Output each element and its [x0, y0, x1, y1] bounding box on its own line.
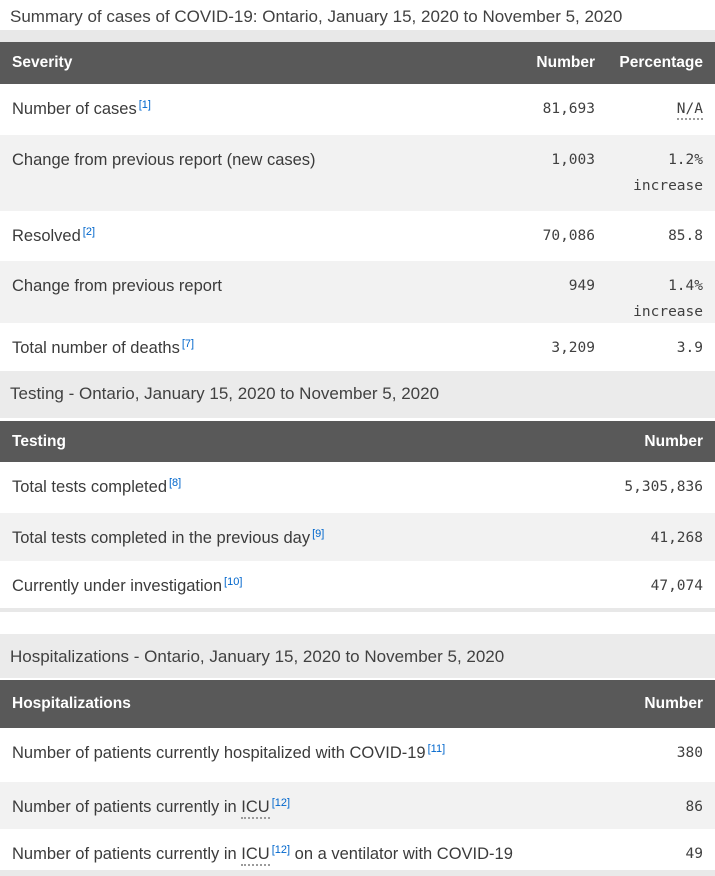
table-row: Change from previous report 949 1.4% inc… — [0, 261, 715, 323]
table-row: Resolved [2] 70,086 85.8 — [0, 211, 715, 261]
row-label: Total tests completed in the previous da… — [12, 528, 593, 549]
hospitalizations-section-caption: Hospitalizations - Ontario, January 15, … — [0, 634, 715, 678]
row-label: Number of patients currently hospitalize… — [12, 743, 593, 764]
row-label-text: Currently under investigation — [12, 577, 223, 595]
hospitalizations-table-header: Hospitalizations Number — [0, 680, 715, 728]
percentage-header-cell: Percentage — [619, 54, 703, 71]
testing-header-cell: Testing — [12, 432, 66, 450]
table-row: Number of patients currently in ICU [12] … — [0, 829, 715, 870]
table-row: Change from previous report (new cases) … — [0, 135, 715, 211]
row-percentage: 85.8 — [668, 228, 703, 244]
next-section-strip — [0, 870, 715, 876]
page-title: Summary of cases of COVID-19: Ontario, J… — [0, 0, 715, 42]
severity-table-header: Severity Number Percentage — [0, 42, 715, 84]
number-header-cell: Number — [644, 432, 703, 450]
row-label-text: Change from previous report — [12, 277, 223, 295]
testing-table-header: Testing Number — [0, 421, 715, 462]
row-number: 5,305,836 — [624, 479, 703, 495]
page-title-text: Summary of cases of COVID-19: Ontario, J… — [10, 7, 623, 26]
na-abbr: N/A — [676, 101, 703, 120]
number-header-cell: Number — [536, 54, 595, 71]
footnote-link[interactable]: [7] — [181, 338, 195, 350]
row-number: 41,268 — [650, 530, 703, 546]
row-number: 70,086 — [542, 228, 595, 244]
footnote-link[interactable]: [11] — [427, 743, 446, 755]
row-label-text: Number of cases — [12, 100, 137, 118]
footnote-link[interactable]: [8] — [169, 477, 182, 489]
row-label: Number of cases [1] — [12, 99, 477, 120]
row-label-text: Number of patients currently in — [12, 845, 242, 863]
row-number: 1,003 — [551, 152, 595, 168]
percentage-direction: increase — [633, 304, 703, 320]
table-row: Total tests completed in the previous da… — [0, 513, 715, 561]
row-percentage: 1.2% increase — [595, 150, 703, 194]
row-number: 81,693 — [542, 101, 595, 117]
row-number: 49 — [685, 846, 703, 862]
severity-header-cell: Severity — [12, 54, 73, 71]
table-row: Total number of deaths [7] 3,209 3.9 — [0, 323, 715, 371]
footnote-link[interactable]: [1] — [138, 99, 151, 111]
testing-section-caption: Testing - Ontario, January 15, 2020 to N… — [0, 371, 715, 418]
row-label: Total tests completed [8] — [12, 477, 593, 498]
row-label: Total number of deaths [7] — [12, 338, 477, 359]
row-label-text: Number of patients currently in — [12, 798, 242, 816]
row-label-text: Resolved — [12, 227, 81, 245]
row-label-text: on a ventilator with COVID-19 — [290, 845, 513, 863]
table-row: Total tests completed [8] 5,305,836 — [0, 462, 715, 513]
percentage-value: 1.2% — [668, 152, 703, 168]
row-label: Change from previous report (new cases) — [12, 150, 477, 171]
row-label-text: Total tests completed — [12, 478, 167, 496]
row-label-text: Total tests completed in the previous da… — [12, 529, 311, 547]
number-header-cell: Number — [644, 695, 703, 712]
icu-abbr: ICU — [241, 845, 270, 866]
footnote-link[interactable]: [2] — [82, 226, 96, 238]
percentage-direction: increase — [633, 178, 703, 194]
row-number: 3,209 — [551, 340, 595, 356]
row-label: Number of patients currently in ICU [12] … — [12, 844, 593, 866]
percentage-value: 1.4% — [668, 278, 703, 294]
row-percentage: N/A — [595, 99, 703, 120]
table-row: Number of cases [1] 81,693 N/A — [0, 84, 715, 135]
section-gap — [0, 612, 715, 634]
row-number: 380 — [676, 745, 703, 761]
row-label: Change from previous report — [12, 276, 477, 297]
row-percentage: 1.4% increase — [595, 276, 703, 320]
table-row: Number of patients currently hospitalize… — [0, 728, 715, 782]
row-label-text: Number of patients currently hospitalize… — [12, 744, 426, 762]
footnote-link[interactable]: [10] — [224, 576, 243, 588]
icu-abbr: ICU — [241, 798, 270, 819]
row-label-text: Total number of deaths — [12, 339, 180, 357]
row-label: Currently under investigation [10] — [12, 576, 593, 597]
table-row: Currently under investigation [10] 47,074 — [0, 561, 715, 608]
footnote-link[interactable]: [9] — [312, 528, 325, 540]
row-number: 949 — [568, 278, 595, 294]
hospitalizations-header-cell: Hospitalizations — [12, 695, 131, 712]
footnote-link[interactable]: [12] — [271, 797, 291, 809]
table-row: Number of patients currently in ICU [12] … — [0, 782, 715, 829]
footnote-link[interactable]: [12] — [271, 844, 291, 856]
row-label-text: Change from previous report (new cases) — [12, 151, 316, 169]
title-divider-strip — [0, 30, 715, 42]
row-number: 47,074 — [650, 578, 703, 594]
row-percentage: 3.9 — [676, 340, 703, 356]
row-label: Number of patients currently in ICU [12] — [12, 797, 593, 819]
row-label: Resolved [2] — [12, 226, 477, 247]
table-bottom-strip — [0, 608, 715, 612]
row-number: 86 — [685, 799, 703, 815]
